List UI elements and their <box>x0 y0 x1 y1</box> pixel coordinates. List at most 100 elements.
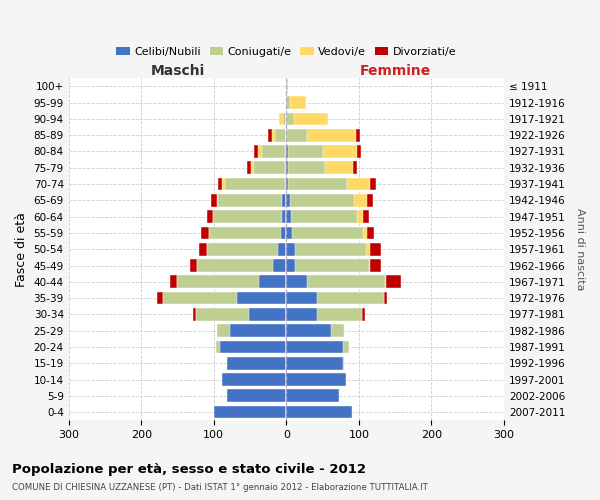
Bar <box>279 112 286 125</box>
Bar <box>286 112 293 125</box>
Bar <box>196 308 286 320</box>
Bar <box>286 390 338 402</box>
Bar <box>273 259 286 272</box>
Bar <box>286 357 344 370</box>
Bar <box>223 373 286 386</box>
Bar <box>237 292 286 304</box>
Bar <box>197 259 286 272</box>
Bar <box>286 292 383 304</box>
Bar <box>286 276 307 288</box>
Bar <box>286 390 338 402</box>
Bar <box>206 243 286 256</box>
Bar <box>254 162 286 174</box>
Bar <box>275 129 286 141</box>
Bar <box>286 390 338 402</box>
Bar <box>286 162 353 174</box>
Bar <box>286 324 331 337</box>
Bar <box>286 243 295 256</box>
Bar <box>226 178 286 190</box>
Text: Maschi: Maschi <box>151 64 205 78</box>
Bar <box>286 96 290 109</box>
Bar <box>211 194 286 206</box>
Bar <box>286 259 295 272</box>
Bar <box>163 292 286 304</box>
Bar <box>216 340 286 353</box>
Bar <box>286 162 356 174</box>
Bar <box>170 276 286 288</box>
Bar <box>213 210 286 223</box>
Bar <box>279 112 286 125</box>
Bar <box>217 324 286 337</box>
Bar <box>286 96 306 109</box>
Bar <box>272 129 286 141</box>
Bar <box>286 340 349 353</box>
Bar <box>209 226 286 239</box>
Bar <box>216 340 286 353</box>
Bar <box>217 194 286 206</box>
Bar <box>286 112 328 125</box>
Bar <box>286 340 349 353</box>
Text: Femmine: Femmine <box>359 64 431 78</box>
Bar <box>163 292 286 304</box>
Bar <box>286 226 374 239</box>
Bar <box>285 162 286 174</box>
Bar <box>227 390 286 402</box>
Bar <box>193 308 286 320</box>
Bar <box>286 340 349 353</box>
Bar <box>286 80 288 92</box>
Bar <box>286 308 317 320</box>
Bar <box>286 390 338 402</box>
Bar <box>230 324 286 337</box>
Bar <box>286 292 387 304</box>
Bar <box>254 145 286 158</box>
Bar <box>286 178 376 190</box>
Bar <box>227 357 286 370</box>
Bar <box>286 243 366 256</box>
Bar <box>286 129 307 141</box>
Bar <box>286 308 362 320</box>
Bar <box>223 373 286 386</box>
Bar <box>286 112 328 125</box>
Bar <box>286 129 356 141</box>
Bar <box>286 194 367 206</box>
Bar <box>286 162 288 174</box>
Bar <box>227 390 286 402</box>
Bar <box>286 259 382 272</box>
Bar <box>286 259 370 272</box>
Bar <box>258 145 286 158</box>
Bar <box>286 324 344 337</box>
Bar <box>286 357 343 370</box>
Bar <box>286 243 380 256</box>
Bar <box>286 210 369 223</box>
Bar <box>222 178 286 190</box>
Bar <box>286 145 323 158</box>
Y-axis label: Fasce di età: Fasce di età <box>15 212 28 286</box>
Bar <box>286 276 401 288</box>
Bar <box>282 210 286 223</box>
Bar <box>178 276 286 288</box>
Bar <box>251 162 286 174</box>
Bar <box>214 406 286 418</box>
Bar <box>178 276 286 288</box>
Bar <box>247 162 286 174</box>
Bar <box>217 324 286 337</box>
Bar <box>248 308 286 320</box>
Bar <box>286 373 346 386</box>
Bar <box>282 194 286 206</box>
Bar <box>286 406 352 418</box>
Bar <box>197 259 286 272</box>
Bar <box>286 145 361 158</box>
Bar <box>218 194 286 206</box>
Bar <box>286 210 290 223</box>
Bar <box>214 406 286 418</box>
Bar <box>286 226 367 239</box>
Bar <box>214 406 286 418</box>
Text: COMUNE DI CHIESINA UZZANESE (PT) - Dati ISTAT 1° gennaio 2012 - Elaborazione TUT: COMUNE DI CHIESINA UZZANESE (PT) - Dati … <box>12 482 428 492</box>
Y-axis label: Anni di nascita: Anni di nascita <box>575 208 585 290</box>
Bar <box>199 243 286 256</box>
Bar <box>286 259 369 272</box>
Bar <box>190 259 286 272</box>
Bar <box>286 145 358 158</box>
Bar <box>286 340 343 353</box>
Bar <box>286 292 317 304</box>
